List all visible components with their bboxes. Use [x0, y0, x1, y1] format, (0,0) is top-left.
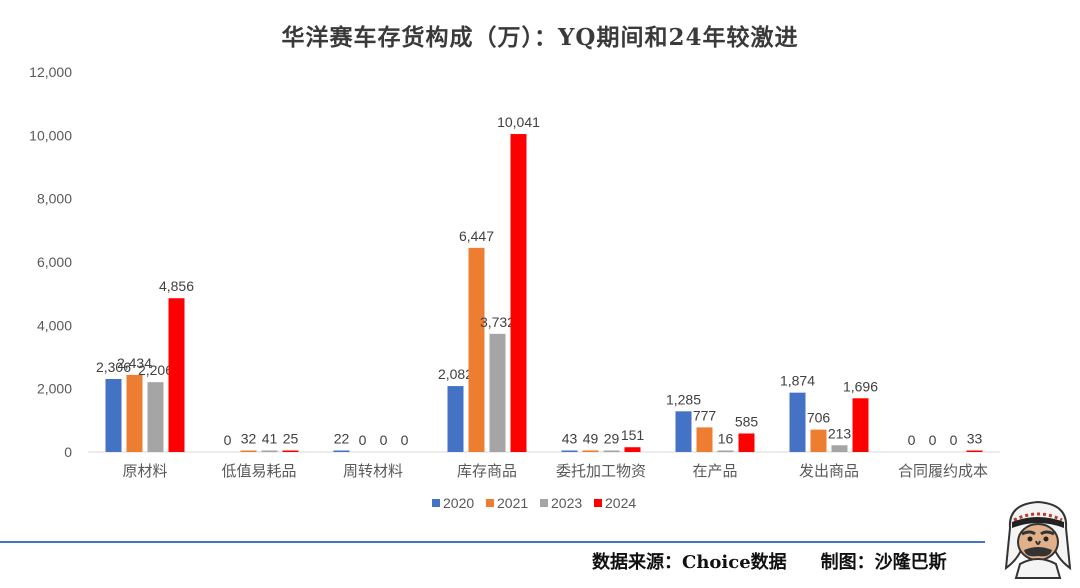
bar: [624, 447, 641, 452]
bar: [810, 429, 827, 452]
data-label: 2,082: [438, 366, 473, 382]
cartoon-man-keffiyeh-icon: [1004, 500, 1072, 579]
legend-label: 2021: [497, 495, 528, 511]
legend-label: 2023: [551, 495, 582, 511]
data-label: 0: [401, 432, 409, 448]
bar: [738, 433, 755, 452]
bar: [468, 247, 485, 452]
author-note: 制图：沙隆巴斯: [820, 552, 947, 573]
bar: [282, 450, 299, 452]
legend-swatch: [540, 499, 548, 507]
data-label: 213: [828, 425, 852, 441]
y-tick-label: 6,000: [37, 254, 72, 270]
legend-swatch: [486, 499, 494, 507]
x-tick-label: 库存商品: [457, 462, 517, 480]
data-label: 3,732: [480, 314, 515, 330]
data-label: 706: [807, 410, 831, 426]
legend-swatch: [594, 499, 602, 507]
data-label: 151: [621, 427, 645, 443]
x-tick-label: 发出商品: [799, 462, 859, 480]
x-tick-label: 在产品: [692, 462, 737, 480]
footer: 数据来源：Choice数据 制图：沙隆巴斯: [592, 548, 947, 574]
bar: [447, 386, 464, 452]
data-label: 49: [583, 430, 599, 446]
data-label: 1,285: [666, 391, 701, 407]
data-label: 29: [604, 431, 620, 447]
data-label: 22: [334, 431, 350, 447]
bar: [489, 333, 506, 452]
y-tick-label: 10,000: [29, 127, 72, 143]
y-tick-label: 4,000: [37, 317, 72, 333]
x-tick-label: 低值易耗品: [221, 462, 296, 480]
legend-swatch: [432, 499, 440, 507]
x-tick-label: 合同履约成本: [898, 462, 988, 480]
y-tick-label: 12,000: [29, 64, 72, 80]
y-tick-label: 8,000: [37, 191, 72, 207]
legend-label: 2020: [443, 495, 474, 511]
bar: [831, 445, 848, 452]
data-label: 1,696: [843, 378, 878, 394]
data-label: 4,856: [159, 278, 194, 294]
data-label: 43: [562, 431, 578, 447]
bar: [561, 450, 578, 452]
data-label: 0: [929, 432, 937, 448]
data-label: 10,041: [497, 114, 540, 130]
bar: [510, 134, 527, 452]
bar: [789, 392, 806, 452]
bar: [333, 450, 350, 452]
data-label: 585: [735, 413, 759, 429]
bar: [852, 398, 869, 452]
bar: [261, 450, 278, 452]
bar: [717, 450, 734, 452]
bar: [603, 450, 620, 452]
bar: [582, 450, 599, 452]
data-label: 0: [950, 432, 958, 448]
bar: [966, 450, 983, 452]
data-label: 0: [224, 432, 232, 448]
x-tick-label: 周转材料: [343, 462, 403, 480]
x-tick-label: 原材料: [122, 462, 167, 480]
y-tick-label: 2,000: [37, 381, 72, 397]
data-label: 41: [262, 431, 278, 447]
data-label: 0: [380, 432, 388, 448]
data-label: 2,434: [117, 355, 152, 371]
bar: [168, 298, 185, 452]
source-note: 数据来源：Choice数据: [592, 552, 787, 573]
data-label: 25: [283, 431, 299, 447]
bar: [147, 382, 164, 452]
data-label: 0: [908, 432, 916, 448]
bar: [675, 411, 692, 452]
chart-title: 华洋赛车存货构成（万）：YQ期间和24年较激进: [281, 24, 799, 51]
data-label: 2,306: [96, 359, 131, 375]
data-label: 0: [359, 432, 367, 448]
x-tick-label: 委托加工物资: [556, 462, 646, 480]
legend-label: 2024: [605, 495, 636, 511]
data-label: 6,447: [459, 228, 494, 244]
bar: [126, 374, 143, 452]
footer-divider: [0, 541, 985, 543]
data-label: 2,206: [138, 362, 173, 378]
bar: [696, 427, 713, 452]
data-label: 33: [967, 431, 983, 447]
y-tick-label: 0: [64, 444, 72, 460]
bar: [240, 450, 257, 452]
data-label: 1,874: [780, 373, 815, 389]
data-label: 777: [693, 407, 717, 423]
data-label: 16: [718, 431, 734, 447]
data-label: 32: [241, 431, 257, 447]
bar: [105, 378, 122, 452]
